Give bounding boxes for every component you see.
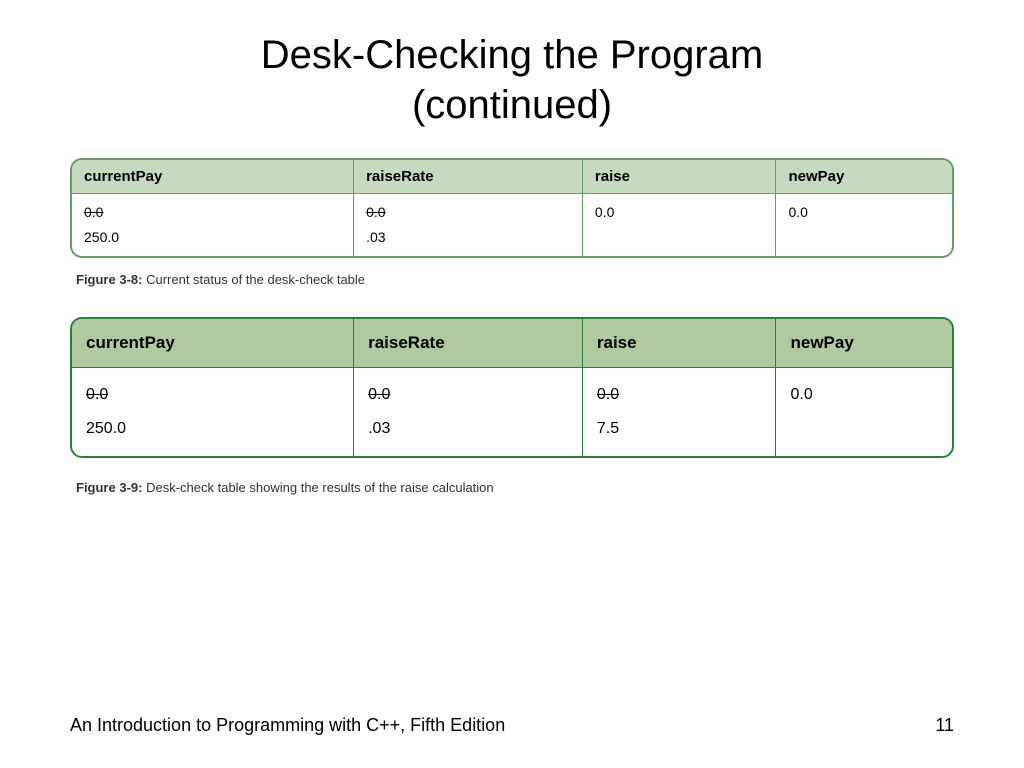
table-cell: 0.0.03 (354, 368, 583, 456)
table-cell: 0.0 (776, 368, 952, 456)
cell-value: .03 (368, 412, 568, 446)
cell-value: 250.0 (84, 225, 341, 250)
desk-check-table-1-wrap: currentPayraiseRateraisenewPay0.0250.00.… (70, 158, 954, 258)
desk-check-table-1: currentPayraiseRateraisenewPay0.0250.00.… (72, 160, 952, 256)
column-header: newPay (776, 160, 952, 194)
figure-text-2: Desk-check table showing the results of … (142, 480, 493, 495)
footer-page-number: 11 (935, 715, 954, 736)
table-cell: 0.07.5 (582, 368, 776, 456)
figure-label-1: Figure 3-8: (76, 272, 142, 287)
column-header: raise (582, 319, 776, 368)
table-cell: 0.0 (582, 194, 776, 257)
slide-footer: An Introduction to Programming with C++,… (70, 715, 954, 736)
figure-caption-2: Figure 3-9: Desk-check table showing the… (76, 480, 954, 495)
desk-check-table-2-wrap: currentPayraiseRateraisenewPay0.0250.00.… (70, 317, 954, 457)
title-line-1: Desk-Checking the Program (261, 33, 763, 77)
cell-value: 0.0 (366, 200, 570, 225)
cell-value: 0.0 (84, 200, 341, 225)
slide-title: Desk-Checking the Program (continued) (0, 0, 1024, 130)
content-area: currentPayraiseRateraisenewPay0.0250.00.… (0, 158, 1024, 495)
table-cell: 0.0.03 (354, 194, 583, 257)
title-line-2: (continued) (412, 83, 612, 127)
cell-value: 0.0 (597, 378, 762, 412)
figure-text-1: Current status of the desk-check table (142, 272, 365, 287)
cell-value: 0.0 (595, 200, 764, 225)
cell-value: 0.0 (790, 378, 938, 412)
cell-value: 0.0 (86, 378, 339, 412)
table-cell: 0.0 (776, 194, 952, 257)
table-cell: 0.0250.0 (72, 194, 354, 257)
cell-value: 0.0 (788, 200, 940, 225)
cell-value: .03 (366, 225, 570, 250)
cell-value: 0.0 (368, 378, 568, 412)
figure-label-2: Figure 3-9: (76, 480, 142, 495)
cell-value: 7.5 (597, 412, 762, 446)
desk-check-table-2: currentPayraiseRateraisenewPay0.0250.00.… (72, 319, 952, 455)
column-header: newPay (776, 319, 952, 368)
column-header: currentPay (72, 160, 354, 194)
column-header: currentPay (72, 319, 354, 368)
column-header: raiseRate (354, 160, 583, 194)
footer-book-title: An Introduction to Programming with C++,… (70, 715, 505, 736)
figure-caption-1: Figure 3-8: Current status of the desk-c… (76, 272, 954, 287)
table-cell: 0.0250.0 (72, 368, 354, 456)
column-header: raise (582, 160, 776, 194)
column-header: raiseRate (354, 319, 583, 368)
cell-value: 250.0 (86, 412, 339, 446)
